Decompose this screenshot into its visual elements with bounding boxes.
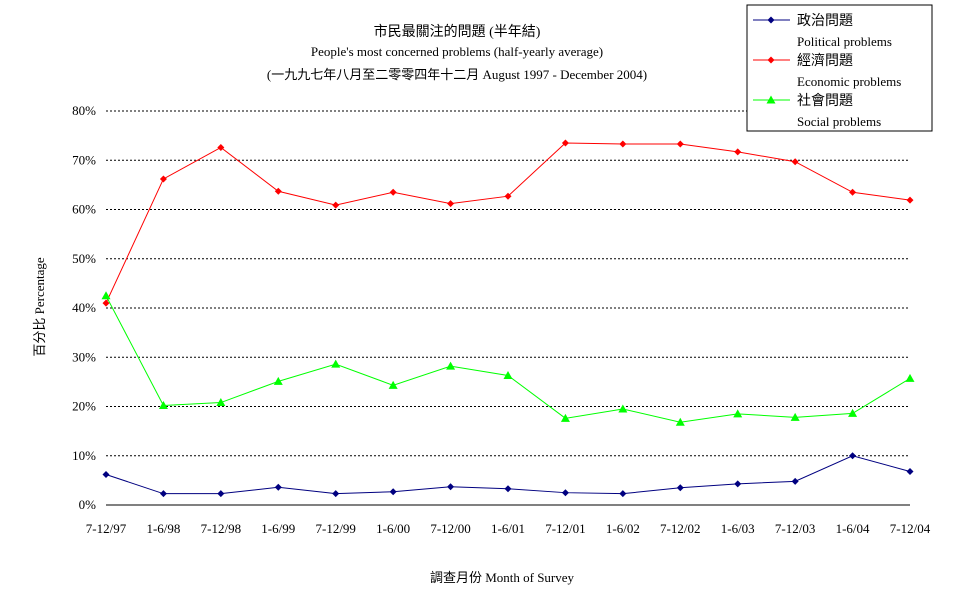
x-tick-label: 1-6/99 [261, 521, 295, 536]
y-tick-label: 60% [72, 202, 96, 217]
x-axis-ticks: 7-12/97 1-6/98 7-12/98 1-6/99 7-12/99 1-6/00 7… [86, 521, 931, 536]
data-point [618, 404, 628, 413]
legend-label-en: Economic problems [797, 74, 901, 89]
x-tick-label: 7-12/00 [430, 521, 470, 536]
legend-label: 社會問題 [797, 93, 853, 109]
series-group [102, 139, 914, 307]
x-tick-label: 1-6/01 [491, 521, 525, 536]
data-point [561, 139, 569, 147]
y-tick-label: 0% [79, 497, 97, 512]
data-point [388, 380, 398, 389]
x-tick-label: 1-6/98 [146, 521, 180, 536]
data-point [675, 417, 685, 426]
x-tick-label: 7-12/97 [86, 521, 127, 536]
data-point [102, 299, 110, 307]
data-point [389, 488, 397, 496]
y-tick-label: 40% [72, 300, 96, 315]
data-point [676, 484, 684, 492]
legend-label-en: Political problems [797, 34, 892, 49]
data-point [503, 370, 513, 379]
data-point [619, 490, 627, 498]
data-point [790, 412, 800, 421]
y-tick-label: 20% [72, 399, 96, 414]
chart-subtitle: People's most concerned problems (half-y… [311, 44, 603, 59]
y-axis-ticks: 0% 10% 20% 30% 40% 50% 60% 70% 80% [72, 103, 96, 512]
data-point [849, 452, 857, 460]
y-tick-label: 70% [72, 152, 96, 167]
data-point [447, 200, 455, 208]
x-tick-label: 7-12/03 [775, 521, 815, 536]
legend-label: 政治問題 [797, 13, 853, 29]
y-tick-label: 80% [72, 103, 96, 118]
data-point [766, 95, 776, 104]
series-line [105, 142, 911, 304]
data-point [159, 490, 167, 498]
data-point [849, 188, 857, 196]
data-point [217, 143, 225, 151]
data-point [767, 56, 775, 64]
legend-label-en: Social problems [797, 114, 881, 129]
data-point [734, 480, 742, 488]
data-point [791, 158, 799, 166]
data-point [906, 196, 914, 204]
data-point [848, 408, 858, 417]
x-tick-label: 7-12/98 [201, 521, 241, 536]
x-axis-title: 調查月份 Month of Survey [430, 570, 575, 585]
data-point [734, 148, 742, 156]
y-tick-label: 10% [72, 448, 96, 463]
x-tick-label: 1-6/00 [376, 521, 410, 536]
x-tick-label: 1-6/04 [836, 521, 870, 536]
data-point [791, 477, 799, 485]
series-group [101, 291, 915, 426]
data-point [504, 192, 512, 200]
series-group [102, 452, 914, 498]
data-point [905, 373, 915, 382]
y-axis-title: 百分比 Percentage [32, 257, 47, 357]
data-point [906, 468, 914, 476]
data-point [331, 359, 341, 368]
x-tick-label: 7-12/04 [890, 521, 931, 536]
data-point [504, 485, 512, 493]
legend: 政治問題 Political problems 經濟問題 Economic probl… [746, 4, 933, 132]
data-point [217, 490, 225, 498]
x-tick-label: 1-6/03 [721, 521, 755, 536]
data-point [561, 489, 569, 497]
data-point [733, 409, 743, 418]
data-point [159, 175, 167, 183]
data-point [446, 361, 456, 370]
legend-label: 經濟問題 [797, 53, 853, 69]
series-lines [101, 139, 915, 498]
data-point [216, 398, 226, 407]
data-point [447, 483, 455, 491]
data-point [273, 376, 283, 385]
x-tick-label: 1-6/02 [606, 521, 640, 536]
data-point [274, 187, 282, 195]
data-point [389, 188, 397, 196]
x-tick-label: 7-12/99 [315, 521, 355, 536]
data-point [619, 140, 627, 148]
chart-title: 市民最關注的問題 (半年結) [374, 23, 541, 40]
data-point [332, 490, 340, 498]
data-point [332, 201, 340, 209]
data-point [158, 401, 168, 410]
gridlines [106, 110, 910, 506]
x-tick-label: 7-12/01 [545, 521, 585, 536]
legend-box [746, 4, 933, 132]
data-point [101, 291, 111, 300]
x-tick-label: 7-12/02 [660, 521, 700, 536]
y-tick-label: 50% [72, 251, 96, 266]
data-point [767, 16, 775, 24]
data-point [560, 413, 570, 422]
y-tick-label: 30% [72, 349, 96, 364]
series-line [105, 295, 911, 423]
chart-date-range: (一九九七年八月至二零零四年十二月 August 1997 - December… [267, 67, 647, 82]
data-point [676, 140, 684, 148]
data-point [102, 470, 110, 478]
data-point [274, 483, 282, 491]
